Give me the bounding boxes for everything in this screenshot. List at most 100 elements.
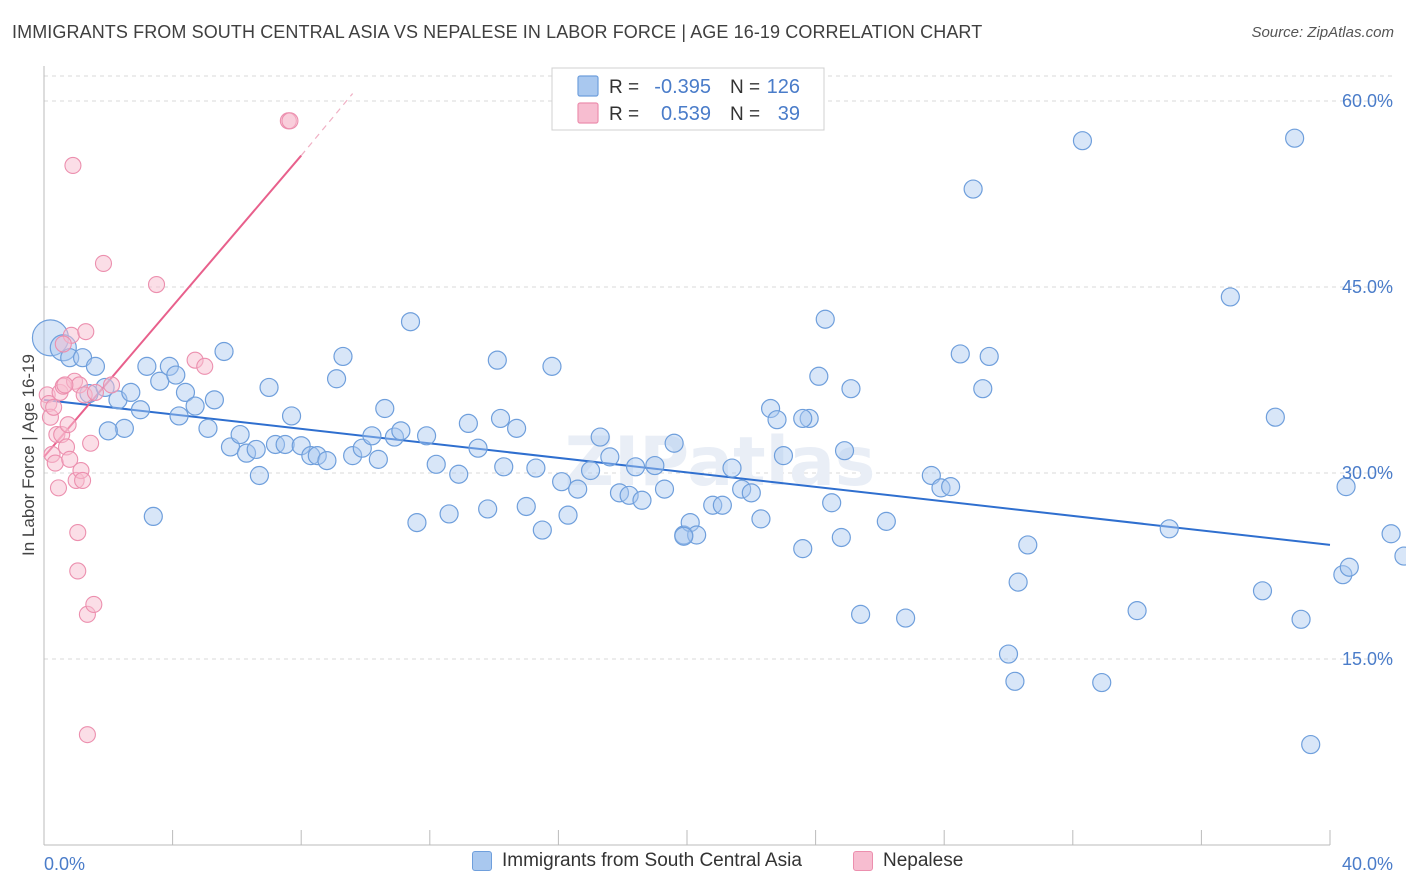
point-south-central-asia-115 [1336,477,1356,497]
point-south-central-asia-28 [281,406,302,426]
point-south-central-asia-110 [1265,407,1285,427]
point-south-central-asia-4 [85,356,106,376]
point-south-central-asia-54 [516,496,536,517]
legend-item-nepalese[interactable]: Nepalese [853,850,963,872]
point-nepalese-35 [281,112,299,130]
point-south-central-asia-122 [490,408,511,429]
point-nepalese-18 [69,523,87,542]
stats-swatch-1 [577,102,599,124]
point-south-central-asia-80 [760,398,781,419]
point-nepalese-31 [147,275,166,294]
stats-n-label-0: N = [730,77,760,98]
point-south-central-asia-66 [625,457,646,477]
point-south-central-asia-77 [732,479,752,499]
point-south-central-asia-65 [619,485,639,505]
point-nepalese-24 [77,323,95,341]
point-south-central-asia-103 [1018,535,1038,555]
point-south-central-asia-113 [1301,734,1321,755]
point-south-central-asia-45 [426,454,446,474]
point-south-central-asia-59 [558,505,578,525]
y-tick-label-1: 30.0% [1342,463,1393,483]
stats-swatch-0 [577,75,599,97]
point-south-central-asia-31 [307,446,327,466]
stats-r-value-1: 0.539 [661,103,711,125]
point-nepalese-29 [94,254,113,272]
point-south-central-asia-43 [407,512,427,533]
point-south-central-asia-11 [137,356,157,376]
point-south-central-asia-85 [809,366,829,386]
y-tick-label-0: 15.0% [1342,649,1393,669]
point-south-central-asia-108 [1220,287,1240,307]
point-south-central-asia-24 [249,465,270,486]
point-south-central-asia-32 [317,451,337,471]
legend-item-south-central-asia[interactable]: Immigrants from South Central Asia [472,850,802,872]
point-south-central-asia-17 [185,396,205,416]
stats-n-value-1: 39 [778,103,800,125]
grid-lines [44,75,1395,660]
legend-label-nepalese: Nepalese [883,850,964,871]
point-south-central-asia-120 [143,506,163,527]
stats-r-value-0: -0.395 [654,76,711,98]
point-south-central-asia-62 [590,427,610,447]
point-nepalese-26 [78,726,96,744]
point-south-central-asia-35 [343,446,363,466]
point-south-central-asia-29 [291,436,311,456]
point-south-central-asia-119 [98,421,118,441]
trend-line-nepalese [43,154,302,458]
point-south-central-asia-106 [1127,601,1147,621]
point-south-central-asia-41 [391,421,411,441]
stats-legend: R = -0.395 N = 126 R = 0.539 N = 39 [551,67,825,131]
point-south-central-asia-95 [941,477,961,497]
point-south-central-asia-97 [963,179,983,199]
point-south-central-asia-118 [1394,546,1406,566]
point-south-central-asia-23 [236,443,257,463]
point-south-central-asia-101 [1005,671,1025,691]
y-axis-label: In Labor Force | Age 16-19 [19,354,38,556]
point-south-central-asia-8 [114,418,134,438]
point-nepalese-22 [74,471,92,489]
point-nepalese-38 [86,383,104,401]
point-south-central-asia-60 [568,479,588,499]
point-nepalese-28 [85,595,103,613]
point-nepalese-4 [45,398,63,416]
point-south-central-asia-90 [851,604,871,624]
point-south-central-asia-75 [712,495,732,515]
point-south-central-asia-39 [375,398,395,419]
point-south-central-asia-114 [1333,565,1353,585]
x-tick-label-max: 40.0% [1342,854,1393,874]
tick-labels: 15.0% 30.0% 45.0% 60.0% 0.0% 40.0% [44,91,1393,874]
point-south-central-asia-37 [362,426,382,446]
point-south-central-asia-109 [1252,581,1273,601]
point-south-central-asia-88 [831,527,851,548]
point-south-central-asia-69 [654,479,675,499]
legend-swatch-blue [472,851,492,871]
point-south-central-asia-124 [793,408,813,429]
point-south-central-asia-91 [876,511,896,531]
point-nepalese-33 [196,357,214,375]
point-south-central-asia-107 [1159,519,1179,539]
point-south-central-asia-26 [265,434,286,455]
point-south-central-asia-55 [526,458,546,478]
point-south-central-asia-46 [439,504,459,524]
point-south-central-asia-82 [773,446,794,466]
point-south-central-asia-33 [326,369,347,389]
trend-line-nepalese-extension [300,93,354,156]
point-south-central-asia-105 [1092,672,1112,693]
chart-title: IMMIGRANTS FROM SOUTH CENTRAL ASIA VS NE… [12,22,983,42]
point-south-central-asia-50 [478,499,498,519]
point-south-central-asia-78 [741,483,761,503]
point-south-central-asia-22 [230,424,250,445]
point-south-central-asia-81 [767,410,787,430]
point-south-central-asia-112 [1291,609,1311,629]
point-south-central-asia-94 [931,478,951,498]
point-nepalese-36 [54,335,72,353]
point-nepalese-30 [102,376,121,394]
point-south-central-asia-102 [1008,572,1028,592]
point-south-central-asia-48 [458,413,478,433]
point-south-central-asia-9 [121,382,141,402]
point-south-central-asia-51 [487,350,507,370]
point-south-central-asia-20 [214,341,234,362]
point-south-central-asia-49 [468,438,488,458]
point-south-central-asia-123 [674,526,694,546]
